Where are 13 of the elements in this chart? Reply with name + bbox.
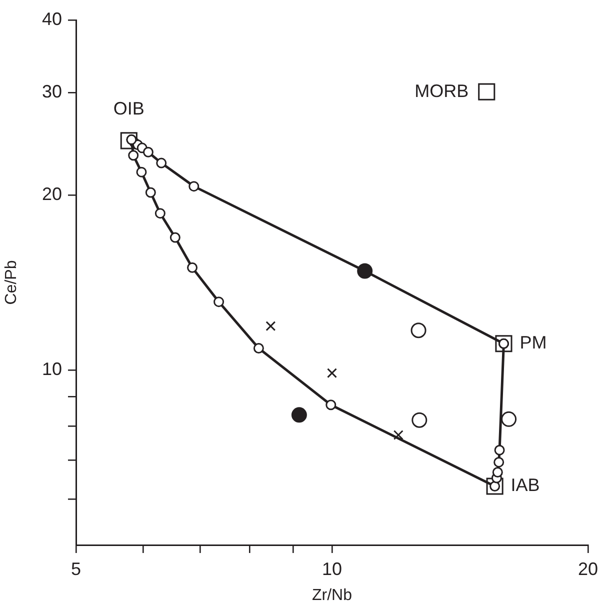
annotation: MORB (414, 80, 469, 101)
y-tick-label: 40 (42, 8, 62, 29)
y-tick-label: 20 (42, 184, 62, 204)
y-tick-label: 30 (42, 82, 62, 102)
y-tick-label: 10 (42, 358, 62, 379)
annotation: PM (520, 332, 547, 353)
x-axis-title: Zr/Nb (312, 586, 352, 604)
x-tick-label: 5 (70, 558, 82, 579)
x-tick-label: 10 (322, 558, 342, 579)
x-tick-label: 20 (578, 558, 598, 579)
annotation: IAB (510, 475, 540, 496)
y-axis-title: Ce/Pb (3, 260, 20, 305)
annotation: OIB (113, 98, 144, 119)
